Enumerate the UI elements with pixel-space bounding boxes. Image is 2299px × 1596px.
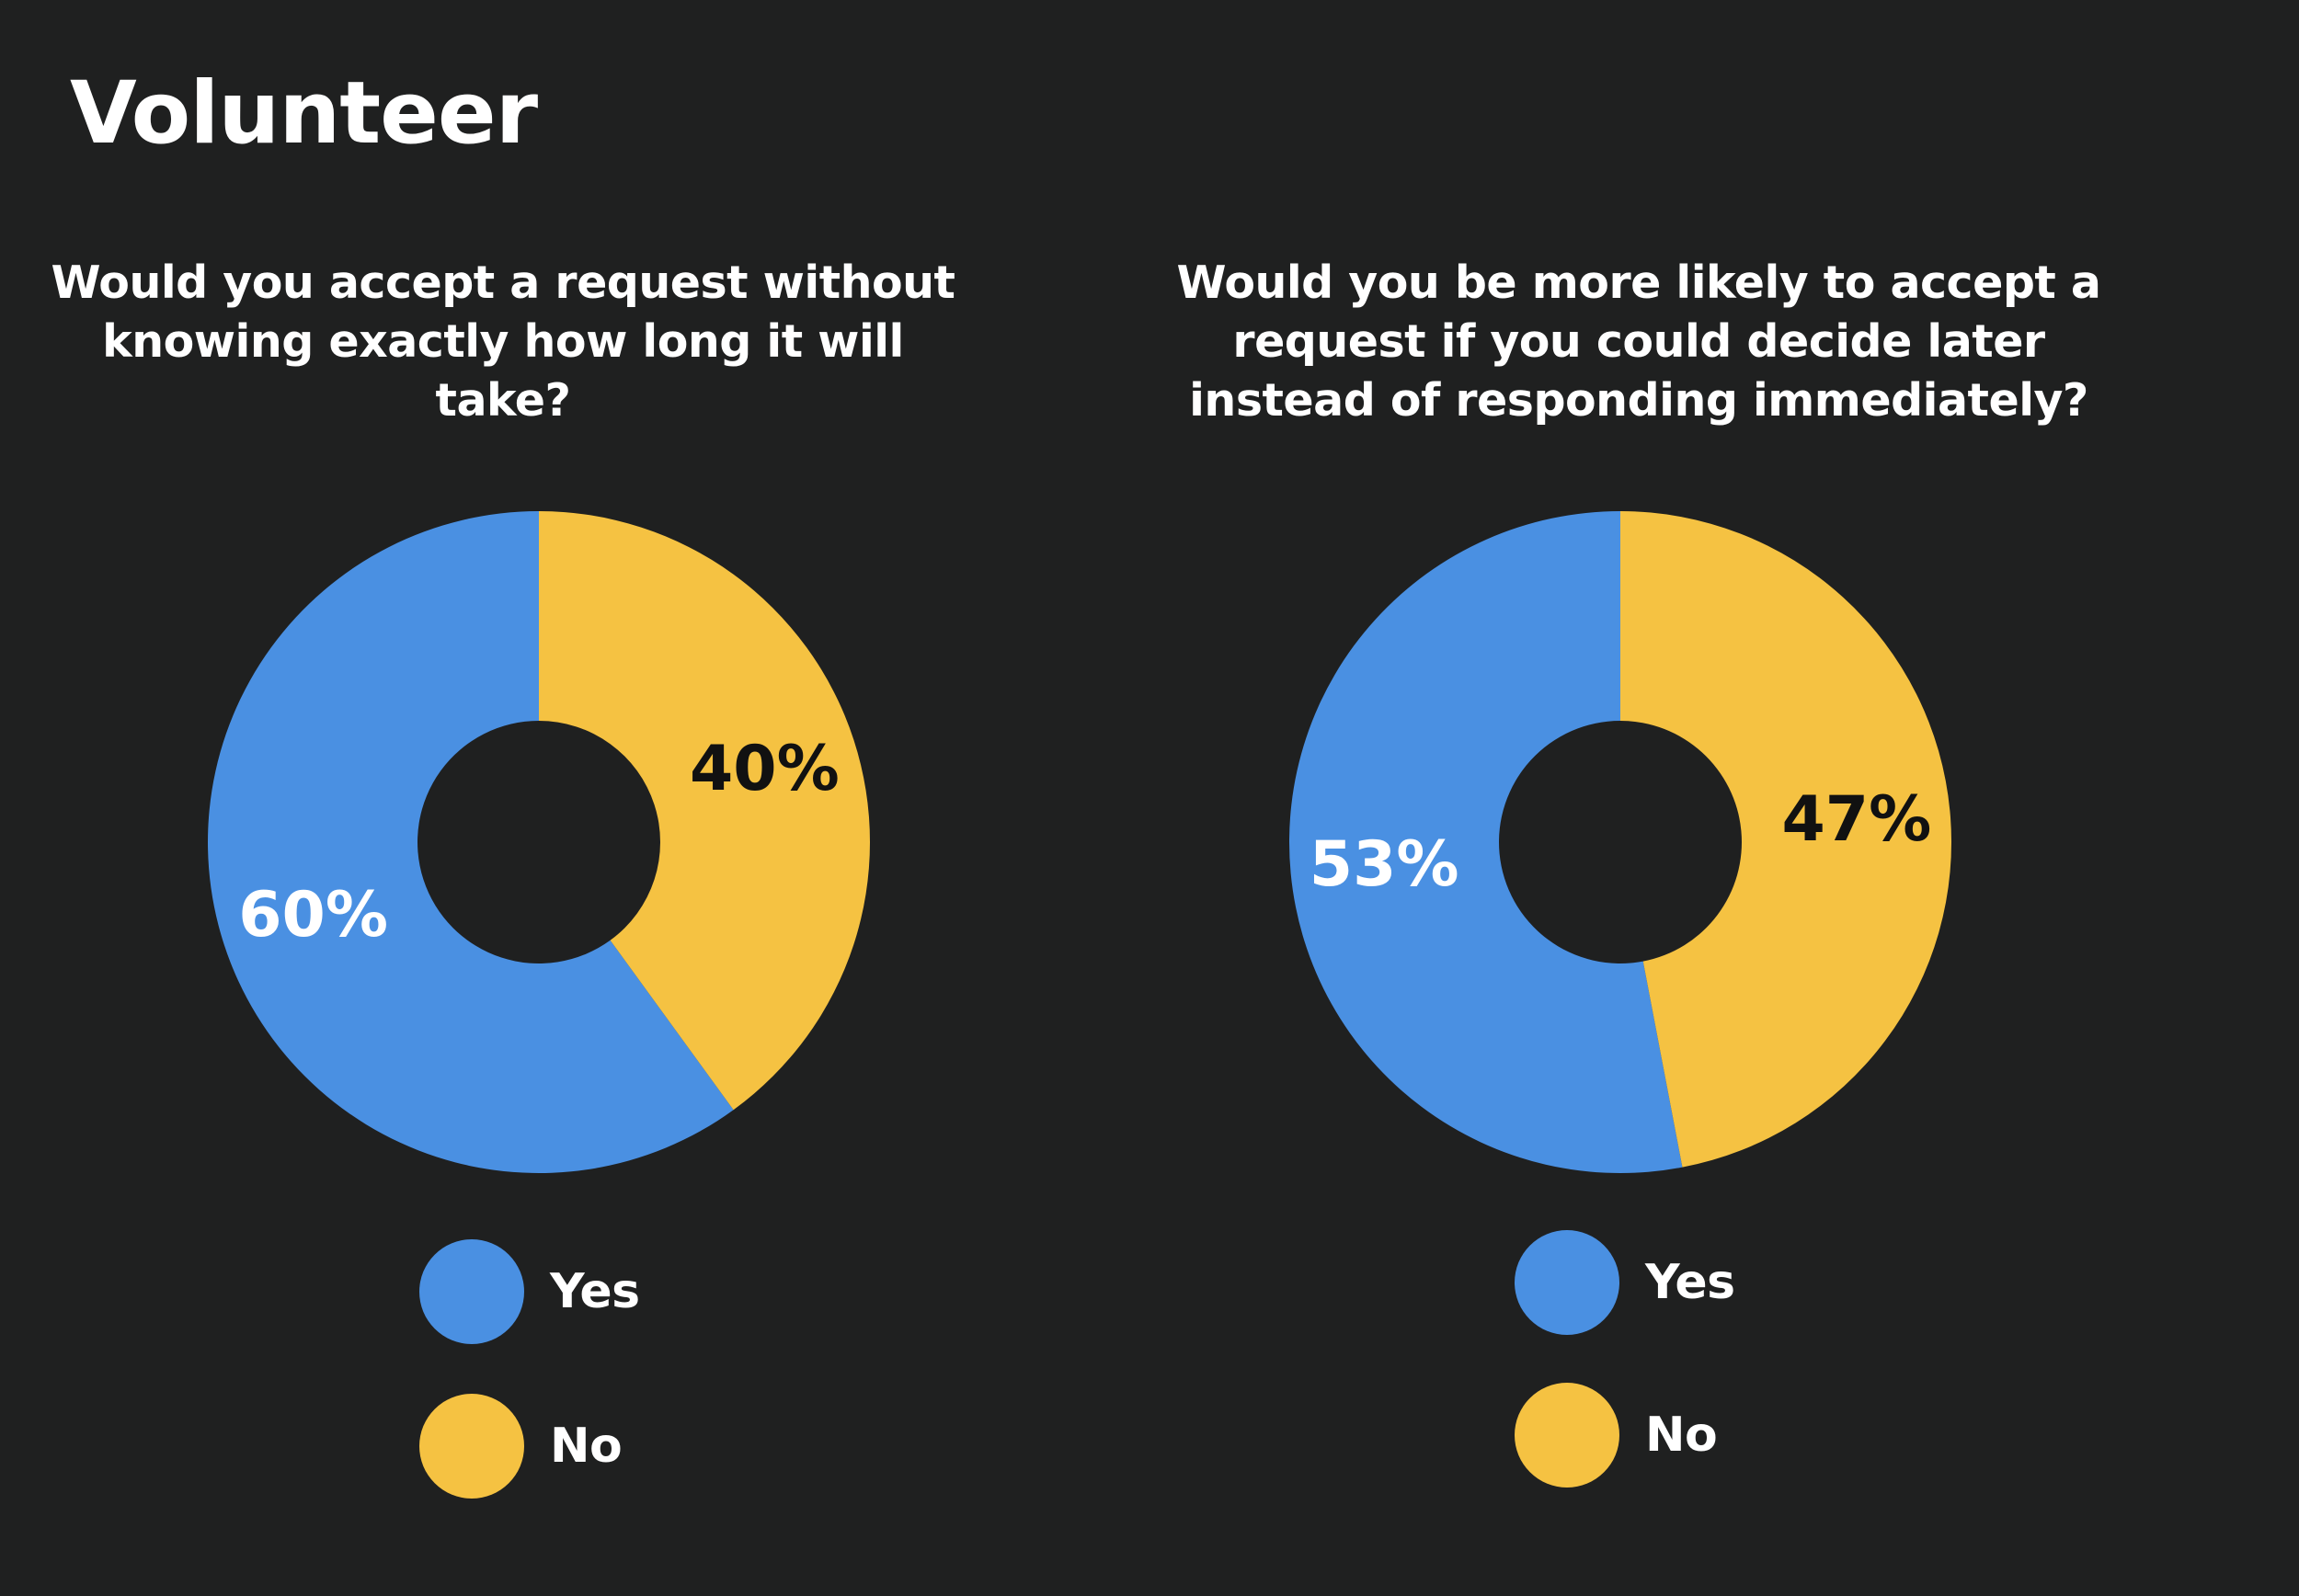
legend-label-yes: Yes bbox=[1645, 1255, 1735, 1310]
legend-label-no: No bbox=[550, 1419, 623, 1474]
data-label-yes: 60% bbox=[238, 879, 388, 952]
slice-yes bbox=[1289, 511, 1683, 1173]
legend-label-yes: Yes bbox=[550, 1264, 640, 1319]
data-label-no: 47% bbox=[1781, 783, 1931, 856]
data-label-no: 40% bbox=[690, 733, 840, 805]
no-swatch-icon bbox=[419, 1394, 524, 1499]
donut-chart-1: 60% 40% bbox=[207, 511, 870, 1174]
chart-2-legend-no: No bbox=[1515, 1383, 1718, 1488]
yes-swatch-icon bbox=[1515, 1230, 1619, 1335]
chart-2-legend-yes: Yes bbox=[1515, 1230, 1735, 1335]
yes-swatch-icon bbox=[419, 1239, 524, 1344]
donut-chart-2: 53% 47% bbox=[1289, 511, 1952, 1173]
slice-no bbox=[1620, 511, 1952, 1168]
chart-1-legend-yes: Yes bbox=[419, 1239, 640, 1344]
legend-label-no: No bbox=[1645, 1408, 1718, 1463]
chart-2-title: Would you be more likely to accept a req… bbox=[1176, 256, 2101, 427]
slice-yes bbox=[207, 511, 734, 1174]
no-swatch-icon bbox=[1515, 1383, 1619, 1488]
data-label-yes: 53% bbox=[1310, 828, 1459, 901]
slice-no bbox=[539, 511, 870, 1111]
chart-1-legend-no: No bbox=[419, 1394, 623, 1499]
page-title: Volunteer bbox=[70, 63, 538, 164]
chart-1-title: Would you accept a request without knowi… bbox=[51, 256, 955, 427]
